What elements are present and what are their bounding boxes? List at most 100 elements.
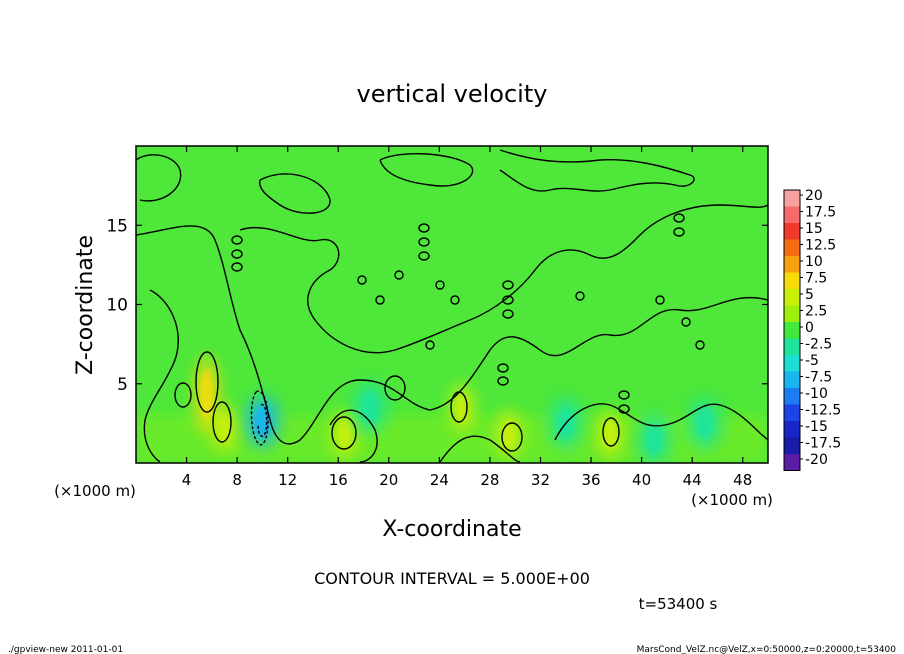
contour-line: [450, 391, 468, 423]
contour-line: [394, 270, 404, 280]
colorbar-label: 7.5: [805, 271, 827, 287]
contour-line: [258, 173, 331, 214]
colorbar-swatch: [784, 371, 800, 388]
updraft-core: [603, 419, 617, 450]
x-tick-label: 36: [581, 471, 600, 489]
colorbar-swatch: [784, 437, 800, 454]
colorbar-label: 10: [805, 254, 823, 270]
colorbar-label: -10: [805, 386, 828, 402]
y-axis-ticks: 5 10 15: [106, 216, 768, 395]
contour-line: [618, 390, 630, 400]
y-tick-label: 15: [106, 216, 128, 236]
colorbar-label: -5: [805, 353, 819, 369]
contour-line: [695, 340, 705, 350]
y-tick-label: 10: [106, 296, 128, 316]
contour-line: [499, 149, 695, 192]
colorbar-swatch: [784, 256, 800, 273]
contour-line: [554, 403, 768, 441]
footer-right: MarsCond_VelZ.nc@VelZ,x=0:50000,z=0:2000…: [637, 645, 897, 654]
downdraft-core: [644, 422, 665, 456]
contour-line: [602, 417, 620, 447]
contour-line: [673, 213, 685, 223]
contour-line: [231, 235, 243, 245]
contour-line: [174, 382, 192, 408]
contour-line: [681, 317, 691, 327]
updraft-core: [337, 419, 352, 450]
y-axis-label: Z-coordinate: [73, 235, 98, 375]
downdraft-core: [695, 406, 715, 440]
contour-line: [418, 237, 430, 247]
colorbar-frame: [783, 189, 801, 471]
time-label: t=53400 s: [639, 595, 718, 613]
colorbar-label: 17.5: [805, 205, 836, 221]
contour-line: [418, 223, 430, 233]
x-tick-label: 20: [379, 471, 398, 489]
y-unit-label: (×1000 m): [54, 482, 136, 500]
contour-line: [501, 422, 523, 452]
x-axis-ticks: 4 8 12 16 20 24 28 32 36 40 44 48: [182, 146, 752, 489]
contour-line: [502, 309, 514, 319]
colorbar-label: 2.5: [805, 304, 827, 320]
contour-line: [418, 251, 430, 261]
contour-line: [250, 390, 269, 446]
colorbar-label: 15: [805, 221, 823, 237]
colorbar-label: 12.5: [805, 238, 836, 254]
contour-line: [331, 416, 357, 450]
contour-interval-text: CONTOUR INTERVAL = 5.000E+00: [314, 569, 590, 588]
contour-line: [375, 295, 385, 305]
updraft-core: [217, 413, 232, 444]
contour-line: [502, 295, 514, 305]
colorbar-swatch: [784, 338, 800, 355]
colorbar-swatch: [784, 404, 800, 421]
colorbar-swatch: [784, 190, 800, 207]
contour-line: [257, 403, 268, 437]
colorbar-swatch: [784, 272, 800, 289]
x-tick-label: 44: [683, 471, 702, 489]
x-tick-label: 40: [632, 471, 651, 489]
x-tick-label: 12: [278, 471, 297, 489]
colorbar-swatch: [784, 355, 800, 372]
colorbar-label: 0: [805, 320, 814, 336]
y-tick-label: 5: [117, 375, 128, 395]
contour-line: [497, 363, 509, 373]
colorbar-label: -15: [805, 419, 828, 435]
colorbar-swatch: [784, 305, 800, 322]
contour-line: [231, 249, 243, 259]
colorbar-swatch: [784, 289, 800, 306]
updraft-core: [199, 369, 214, 421]
colorbar-label: 20: [805, 188, 823, 204]
contour-line: [439, 435, 521, 463]
colorbar: 2017.51512.5107.552.50-2.5-5-7.5-10-12.5…: [783, 188, 841, 471]
chart-title: vertical velocity: [357, 80, 548, 108]
colorbar-swatch: [784, 223, 800, 240]
x-tick-label: 16: [329, 471, 348, 489]
contour-line: [212, 401, 232, 443]
contour-line: [239, 204, 768, 354]
contour-line: [575, 291, 585, 301]
footer-left: ./gpview-new 2011-01-01: [8, 645, 123, 654]
contour-line: [231, 262, 243, 272]
colorbar-label: -12.5: [805, 403, 841, 419]
colorbar-swatch: [784, 454, 800, 471]
contour-line: [618, 404, 630, 414]
x-tick-label: 8: [232, 471, 242, 489]
contour-lines: [136, 149, 768, 463]
plot-area: [136, 146, 768, 463]
colorbar-swatch: [784, 421, 800, 438]
contour-line: [435, 280, 445, 290]
contour-line: [329, 409, 378, 463]
contour-line: [136, 225, 768, 445]
contour-line: [357, 275, 367, 285]
contour-line: [195, 351, 219, 413]
downdraft-core: [360, 391, 380, 425]
contour-line: [655, 295, 665, 305]
colorbar-label: -7.5: [805, 370, 832, 386]
contour-line: [497, 376, 509, 386]
colorbar-label: -2.5: [805, 337, 832, 353]
colorbar-swatch: [784, 206, 800, 223]
contour-line: [673, 227, 685, 237]
colorbar-swatch: [784, 388, 800, 405]
x-axis-label: X-coordinate: [382, 517, 521, 542]
contour-line: [425, 340, 435, 350]
